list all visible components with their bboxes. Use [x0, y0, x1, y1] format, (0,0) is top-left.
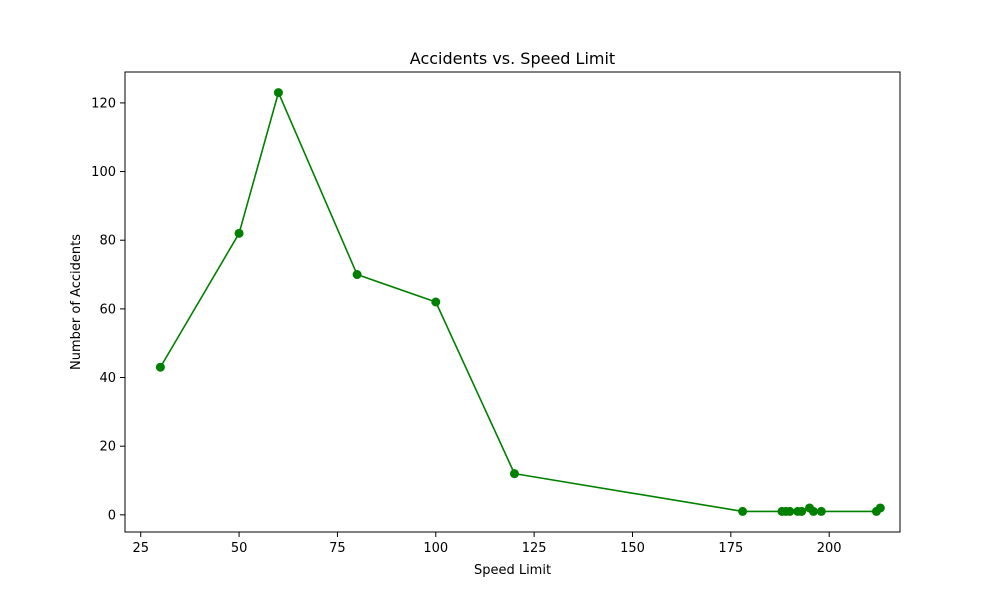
data-point [273, 88, 283, 98]
x-tick-label: 50 [231, 541, 248, 556]
y-tick-label: 0 [108, 508, 116, 523]
data-point [509, 469, 519, 479]
data-point [155, 362, 165, 372]
x-tick-label: 75 [329, 541, 346, 556]
y-tick-label: 40 [99, 371, 116, 386]
plot-frame [124, 71, 901, 533]
data-point [738, 506, 748, 516]
series-layer [155, 88, 885, 516]
plot-area [124, 71, 901, 533]
x-tick-label: 200 [817, 541, 842, 556]
data-point [352, 270, 362, 280]
y-tick-label: 20 [99, 440, 116, 455]
data-point [808, 506, 818, 516]
x-tick-label: 25 [132, 541, 149, 556]
x-axis: 25 50 75 100 125 150 175 200 [132, 532, 842, 556]
y-tick-label: 80 [99, 234, 116, 249]
y-tick-label: 120 [91, 96, 116, 111]
y-axis-label: Number of Accidents [69, 234, 84, 370]
data-point [785, 506, 795, 516]
data-point [816, 506, 826, 516]
x-tick-label: 150 [620, 541, 645, 556]
data-point [797, 506, 807, 516]
y-axis: 0 20 40 60 80 100 120 [91, 96, 125, 523]
chart-title: Accidents vs. Speed Limit [410, 49, 615, 68]
data-point [234, 228, 244, 238]
x-axis-label: Speed Limit [474, 563, 551, 578]
x-tick-label: 125 [522, 541, 547, 556]
y-tick-label: 60 [99, 302, 116, 317]
x-tick-label: 175 [718, 541, 743, 556]
y-tick-label: 100 [91, 165, 116, 180]
data-point [431, 297, 441, 307]
x-tick-label: 100 [423, 541, 448, 556]
data-point [875, 503, 885, 513]
